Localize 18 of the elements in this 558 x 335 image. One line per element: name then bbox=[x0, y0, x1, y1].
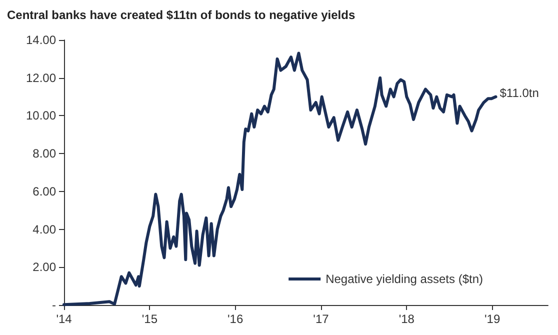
line-series bbox=[62, 52, 498, 306]
x-tick-label: '16 bbox=[228, 312, 244, 326]
x-tick-label: '15 bbox=[142, 312, 158, 326]
y-tick-label: 2.00 bbox=[32, 260, 56, 274]
x-tick-label: '17 bbox=[313, 312, 330, 326]
x-tick-label: '14 bbox=[56, 312, 72, 326]
y-tick-label: 6.00 bbox=[32, 184, 56, 198]
y-tick-label: 12.00 bbox=[26, 70, 56, 85]
x-tick-label: '18 bbox=[398, 312, 415, 326]
y-tick-label: 14.00 bbox=[26, 33, 56, 47]
legend-label: Negative yielding assets ($tn) bbox=[326, 272, 484, 286]
chart-title: Central banks have created $11tn of bonds to negative yields bbox=[7, 8, 356, 22]
x-tick-label: '19 bbox=[484, 312, 500, 326]
y-tick-label: 8.00 bbox=[32, 146, 56, 161]
annotation: $11.0tn bbox=[500, 86, 539, 100]
y-tick-label: 4.00 bbox=[32, 222, 56, 236]
y-tick-label: 10.00 bbox=[26, 108, 56, 123]
y-tick-label: - bbox=[52, 298, 56, 312]
